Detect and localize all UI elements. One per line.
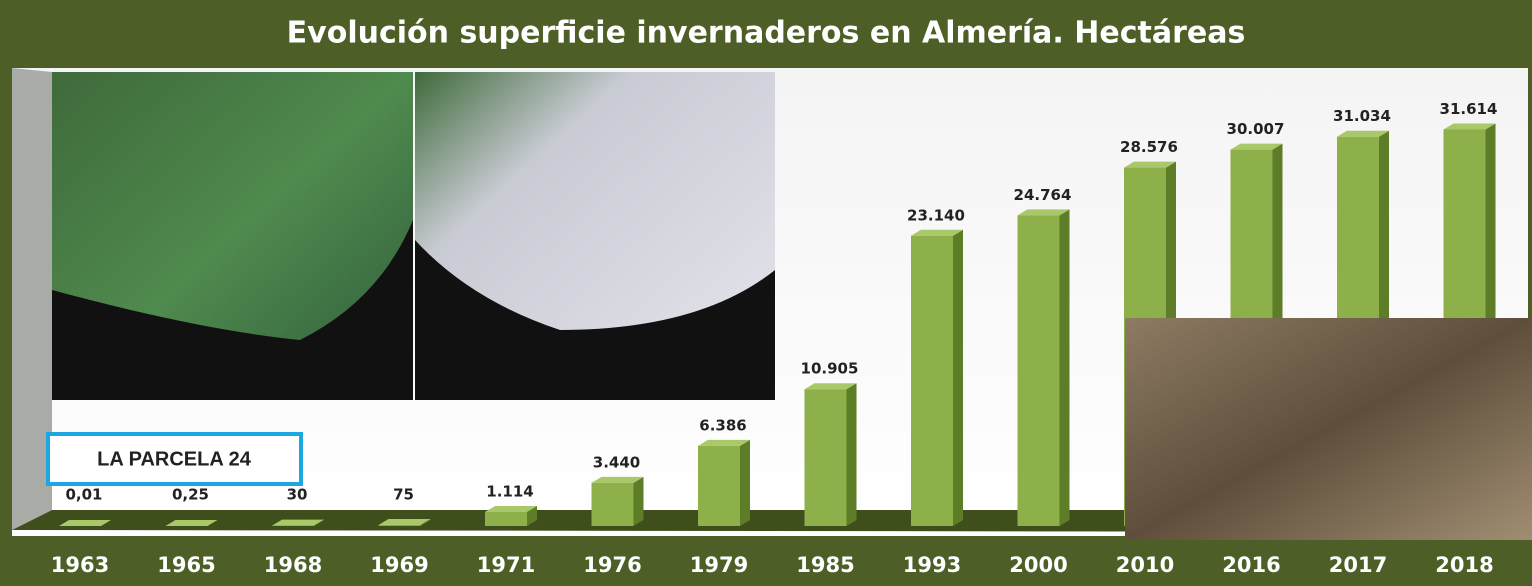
bar-side (953, 230, 963, 526)
bar-front (698, 446, 740, 526)
x-tick-label: 1968 (264, 553, 322, 577)
x-tick-label: 1985 (796, 553, 854, 577)
bar-front (911, 236, 953, 526)
annotation: LA PARCELA 24 (97, 448, 252, 470)
bar-front (592, 483, 634, 526)
x-tick-label: 2000 (1009, 553, 1067, 577)
bar (485, 506, 537, 526)
historic-photo (1125, 318, 1532, 540)
chart: Evolución superficie invernaderos en Alm… (0, 0, 1532, 586)
x-tick-label: 2018 (1435, 553, 1493, 577)
bar (592, 477, 644, 526)
bar-side (1060, 209, 1070, 526)
value-label: 30.007 (1227, 120, 1285, 138)
value-label: 31.614 (1440, 100, 1498, 118)
bar-front (379, 525, 421, 526)
value-label: 3.440 (593, 453, 640, 471)
bar (1018, 209, 1070, 526)
value-label: 0,01 (65, 486, 102, 504)
value-label: 10.905 (801, 360, 859, 378)
bar-side (740, 440, 750, 526)
x-tick-label: 2016 (1222, 553, 1280, 577)
bar-front (1018, 215, 1060, 526)
bar (698, 440, 750, 526)
bar-front (485, 512, 527, 526)
bar-front (805, 389, 847, 526)
x-tick-label: 2017 (1329, 553, 1387, 577)
value-label: 31.034 (1333, 107, 1391, 125)
x-tick-label: 1971 (477, 553, 535, 577)
x-tick-label: 1969 (370, 553, 428, 577)
x-tick-label: 1963 (51, 553, 109, 577)
value-label: 23.140 (907, 206, 965, 224)
value-label: 30 (287, 486, 308, 504)
x-tick-label: 1976 (583, 553, 641, 577)
value-label: 28.576 (1120, 138, 1178, 156)
x-tick-label: 2010 (1116, 553, 1174, 577)
x-tick-label: 1993 (903, 553, 961, 577)
value-label: 75 (393, 486, 414, 504)
x-tick-label: 1965 (157, 553, 215, 577)
value-label: 24.764 (1014, 186, 1072, 204)
chart-title: Evolución superficie invernaderos en Alm… (287, 16, 1246, 51)
value-label: 1.114 (486, 483, 533, 501)
value-label: 0,25 (172, 486, 209, 504)
bar-side (847, 383, 857, 526)
bar (805, 383, 857, 526)
x-tick-label: 1979 (690, 553, 748, 577)
value-label: 6.386 (699, 416, 746, 434)
bar (911, 230, 963, 526)
bar-side (634, 477, 644, 526)
